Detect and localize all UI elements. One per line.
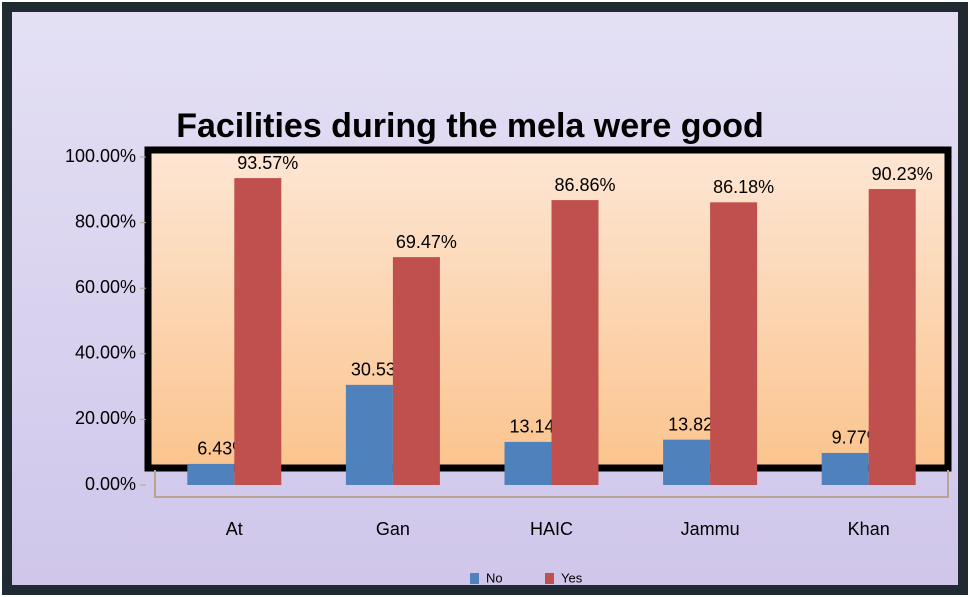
x-tick-label: Gan [376,519,410,539]
bar [821,452,869,485]
legend-swatch [470,573,479,584]
y-tick-label: 40.00% [75,343,136,363]
bar [663,439,711,485]
chart-title: Facilities during the mela were good [176,107,764,145]
bar [234,178,282,485]
x-tick-label: HAIC [530,519,573,539]
bar [504,441,552,485]
bar [551,200,599,486]
bar [187,463,235,485]
x-tick-label: Khan [848,519,890,539]
bar [392,257,440,485]
data-label: 90.23% [872,164,933,184]
y-tick-label: 20.00% [75,408,136,428]
legend-label: Yes [561,570,583,585]
data-label: 93.57% [237,153,298,173]
x-tick-label: At [226,519,243,539]
x-tick-label: Jammu [681,519,740,539]
y-tick-label: 60.00% [75,277,136,297]
data-label: 69.47% [396,232,457,252]
bar [868,189,916,485]
y-tick-label: 100.00% [65,146,136,166]
y-tick-label: 80.00% [75,211,136,231]
axis-bracket [154,470,949,498]
bar [345,384,393,485]
bar [710,202,758,486]
y-tick-label: 0.00% [85,474,136,494]
data-label: 86.18% [713,177,774,197]
legend-swatch [545,573,554,584]
legend-label: No [486,570,503,585]
data-label: 86.86% [554,175,615,195]
